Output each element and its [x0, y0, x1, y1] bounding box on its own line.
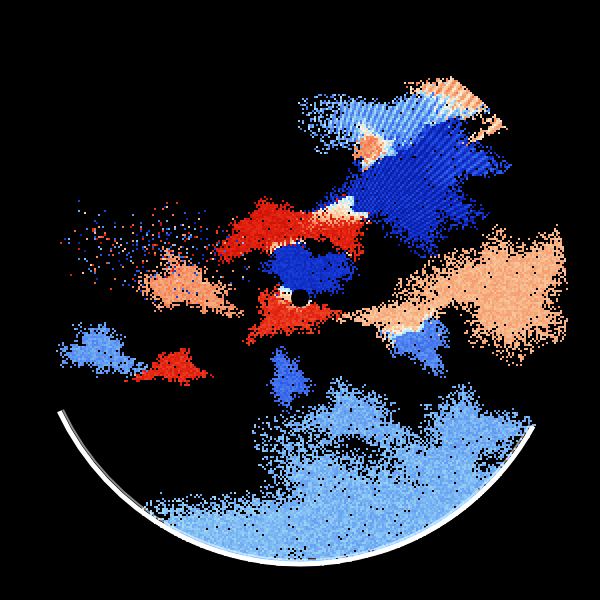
- radar-velocity-canvas: [0, 0, 600, 600]
- radar-velocity-display: Radar Radial Velocity PPI radar-site max…: [0, 0, 600, 600]
